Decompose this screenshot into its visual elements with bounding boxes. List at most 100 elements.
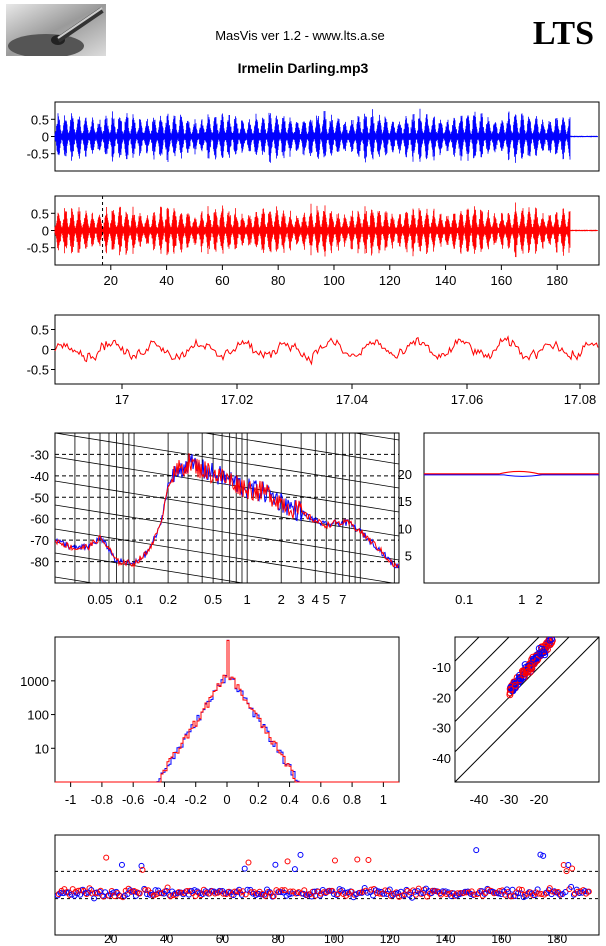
crest-point — [384, 888, 391, 895]
spectrum-ytick-label: -60 — [30, 512, 49, 527]
right-xtick-label: 80 — [271, 273, 285, 288]
peakrms-point — [506, 685, 514, 693]
histogram-xtick-label: -1 — [65, 792, 77, 807]
crest-point — [568, 883, 575, 890]
histogram-xtick-label: -0.6 — [122, 792, 144, 807]
crest-point — [266, 889, 273, 896]
crest-point — [540, 852, 547, 859]
crest-point — [300, 890, 307, 897]
right-xtick-label: 180 — [546, 273, 568, 288]
crest-point — [563, 868, 570, 875]
crest-point — [136, 890, 143, 897]
disc-needle-icon — [6, 4, 106, 58]
crest-point — [329, 887, 336, 894]
right-channel-waveform — [54, 202, 598, 258]
spectrum-xtick-label: 7 — [339, 592, 346, 607]
spectrum-ytick-label: -40 — [30, 469, 49, 484]
crest-point — [504, 889, 511, 896]
peakrms-ytick-label: -10 — [432, 660, 451, 675]
peakrms-point — [520, 670, 528, 678]
peakrms-point — [511, 681, 519, 689]
crest-point — [171, 890, 178, 897]
peakrms-diagonal — [455, 637, 510, 692]
peakrms-point — [533, 656, 541, 664]
peakrms-ytick-label: -30 — [432, 721, 451, 736]
crest-point — [272, 861, 279, 868]
right-xtick-label: 140 — [435, 273, 457, 288]
crest-point — [397, 888, 404, 895]
right-channel-ytick-label: 0 — [42, 224, 49, 239]
crest-point — [386, 886, 393, 893]
spectrum-xtick-label: 0.5 — [204, 592, 222, 607]
crest-frame — [54, 834, 600, 936]
crest-xtick-label: 80 — [271, 932, 285, 946]
peakrms-diagonal — [455, 637, 480, 662]
crest-point — [409, 894, 416, 901]
histogram-ytick-label: 100 — [27, 708, 49, 723]
allpass-ytick-label: 20 — [398, 467, 412, 482]
allpass-xtick-label: 0.1 — [455, 592, 473, 607]
spectrum-left-line — [55, 453, 399, 569]
crest-point — [284, 858, 291, 865]
crest-point — [515, 890, 522, 897]
histogram-xtick-label: 0.6 — [312, 792, 330, 807]
peakrms-ytick-label: -40 — [432, 751, 451, 766]
crest-point — [570, 891, 577, 898]
crest-point — [138, 862, 145, 869]
right-xtick-label: 60 — [215, 273, 229, 288]
spectrum-xtick-label: 3 — [298, 592, 305, 607]
crest-point — [415, 885, 422, 892]
crest-xtick-label: 60 — [216, 932, 230, 946]
crest-xtick-label: 120 — [380, 932, 400, 946]
crest-point — [291, 866, 298, 873]
peakrms-point — [515, 677, 523, 685]
crest-point — [245, 859, 252, 866]
crest-point — [294, 890, 301, 897]
peakrms-frame — [454, 636, 600, 783]
histogram-xtick-label: 0.8 — [343, 792, 361, 807]
left-channel-ytick-label: 0 — [42, 130, 49, 145]
peakrms-xtick-label: -20 — [530, 792, 549, 807]
spectrum-slope-line — [55, 289, 399, 344]
histogram-right-line — [55, 639, 399, 783]
crest-point — [381, 890, 388, 897]
peakrms-diagonal — [455, 637, 540, 722]
spectrum-ytick-label: -50 — [30, 490, 49, 505]
histogram-xtick-label: 0.2 — [249, 792, 267, 807]
peakrms-xtick-label: -30 — [500, 792, 519, 807]
crest-point — [139, 866, 146, 873]
peakrms-ytick-label: -20 — [432, 690, 451, 705]
spectrum-xtick-label: 5 — [323, 592, 330, 607]
crest-point — [118, 861, 125, 868]
crest-point — [517, 890, 524, 897]
crest-point — [103, 854, 110, 861]
spectrum-xtick-label: 1 — [244, 592, 251, 607]
crest-point — [60, 890, 67, 897]
crest-point — [565, 861, 572, 868]
logo-image — [6, 4, 106, 58]
allpass-xtick-label: 1 — [518, 592, 525, 607]
peakrms-xtick-label: -40 — [470, 792, 489, 807]
crest-point — [365, 857, 372, 864]
left-channel-ytick-label: -0.5 — [27, 147, 49, 162]
peakrms-diagonal — [455, 637, 599, 782]
peakrms-point — [525, 667, 533, 675]
crest-point — [392, 890, 399, 897]
crest-point — [164, 884, 171, 891]
loudest-xtick-label: 17 — [115, 392, 129, 407]
allpass-ytick-label: 15 — [398, 494, 412, 509]
app-title: MasVis ver 1.2 - www.lts.a.se — [215, 28, 385, 43]
right-xtick-label: 20 — [104, 273, 118, 288]
crest-point — [141, 885, 148, 892]
crest-point — [149, 891, 156, 898]
crest-point — [506, 892, 513, 899]
right-xtick-label: 160 — [491, 273, 513, 288]
crest-point — [174, 889, 181, 896]
crest-point — [311, 888, 318, 895]
spectrum-frame — [54, 432, 400, 584]
right-xtick-label: 100 — [323, 273, 345, 288]
spectrum-xtick-label: 4 — [312, 592, 319, 607]
spectrum-ytick-label: -70 — [30, 533, 49, 548]
